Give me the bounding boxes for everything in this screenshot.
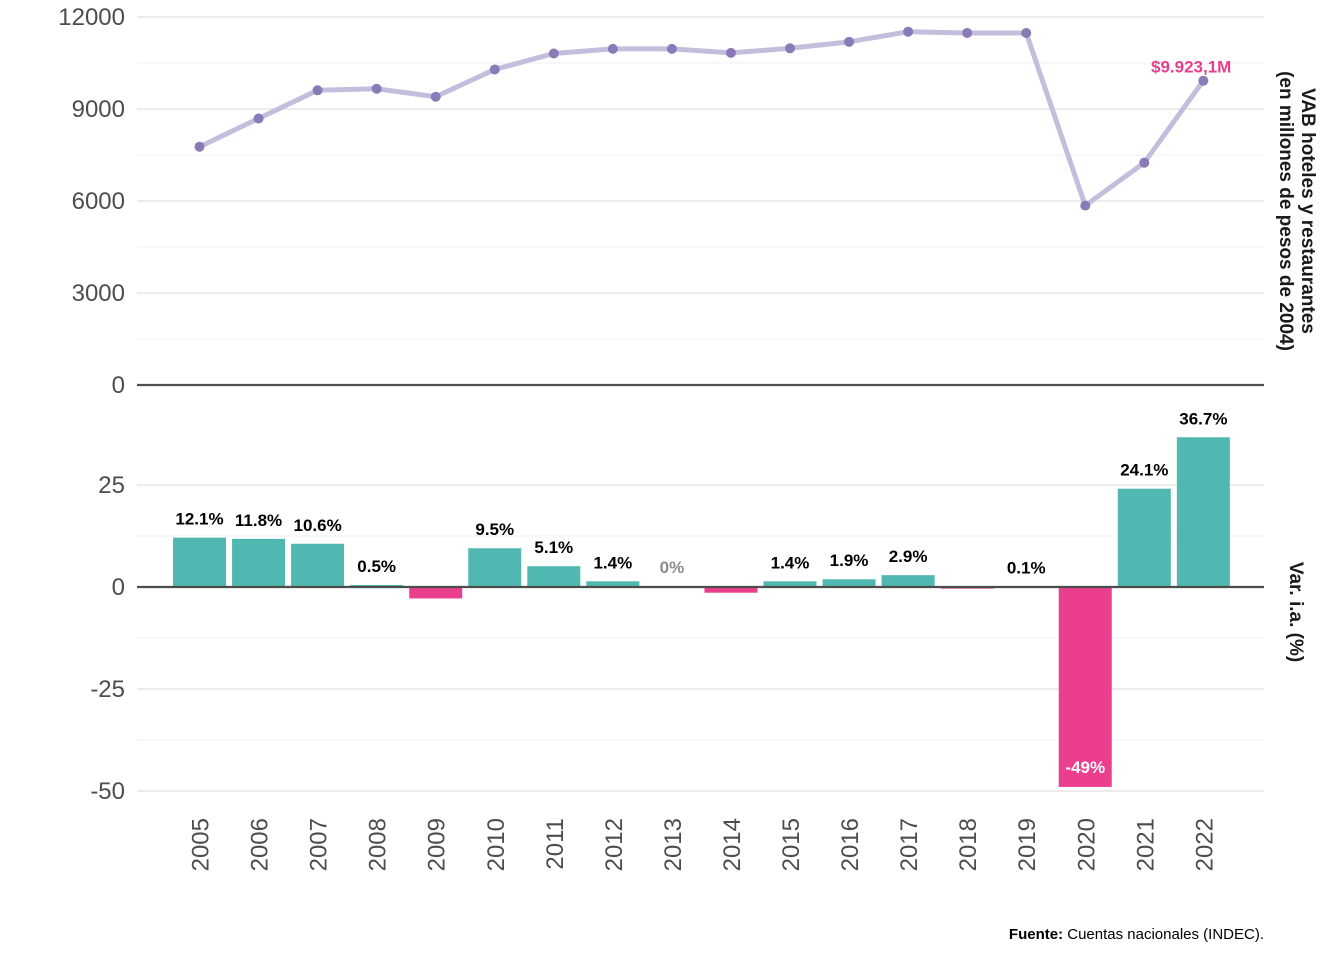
bar-label-2021: 24.1% [1120, 461, 1168, 480]
top-axis-title-line1: VAB hoteles y restaurantes [1297, 88, 1318, 334]
x-tick-label-2013: 2013 [660, 818, 687, 871]
bottom-y-tick-label: 0 [112, 574, 125, 601]
bar-label-2020: -49% [1065, 758, 1105, 777]
x-tick-label-2008: 2008 [365, 818, 392, 871]
bar-label-2019: 0.1% [1007, 559, 1046, 578]
bar-2009 [409, 587, 463, 599]
bar-2017 [881, 575, 935, 587]
vab-point-2005 [194, 141, 205, 152]
top-y-tick-label: 9000 [72, 96, 125, 123]
bar-2011 [527, 566, 581, 587]
top-y-tick-label: 3000 [72, 280, 125, 307]
x-tick-label-2016: 2016 [837, 818, 864, 871]
vab-line [197, 29, 1206, 209]
top-y-tick-label: 0 [112, 372, 125, 399]
x-tick-label-2010: 2010 [483, 818, 510, 871]
top-y-tick-label: 12000 [58, 4, 125, 31]
bar-label-2008: 0.5% [357, 557, 396, 576]
vab-last-label: $9.923,1M [1151, 58, 1231, 77]
source-note: Fuente: Cuentas nacionales (INDEC). [1009, 926, 1264, 943]
x-tick-label-2007: 2007 [306, 818, 333, 871]
bars-layer [173, 437, 1230, 787]
bottom-y-tick-label: 25 [98, 472, 125, 499]
x-tick-label-2009: 2009 [424, 818, 451, 871]
line-layer [194, 26, 1209, 211]
x-tick-label-2006: 2006 [247, 818, 274, 871]
bar-label-2005: 12.1% [175, 510, 223, 529]
grid-layer [137, 16, 1264, 792]
bar-2005 [173, 537, 226, 587]
labels-layer: 12.1% 11.8% 10.6% 0.5% 9.5% 5.1% 1.4% 0% 1.4% 1.9… [175, 58, 1231, 777]
vab-point-2009 [430, 91, 441, 102]
source-label: Fuente: [1008, 926, 1064, 943]
bar-label-2013: 0% [660, 558, 685, 577]
bar-2016 [822, 579, 876, 587]
vab-point-2018 [962, 27, 973, 38]
bar-label-2007: 10.6% [293, 516, 341, 535]
top-y-tick-label: 6000 [72, 188, 125, 215]
bar-2014 [704, 587, 758, 593]
bar-2010 [468, 548, 522, 587]
bar-label-2015: 1.4% [771, 553, 810, 572]
bar-2015 [763, 581, 817, 587]
vab-point-2008 [371, 83, 382, 94]
bar-2007 [291, 543, 345, 587]
vab-point-2014 [725, 47, 736, 58]
bar-label-2017: 2.9% [889, 547, 928, 566]
vab-point-2006 [253, 113, 264, 124]
vab-point-2022 [1198, 75, 1209, 86]
axes-layer: 0 3000 6000 9000 12000 -50 -25 0 25 2005 2006 2007 2… [58, 4, 1318, 871]
vab-point-2007 [312, 85, 323, 96]
x-tick-label-2011: 2011 [542, 818, 569, 870]
vab-point-2017 [903, 26, 914, 37]
x-tick-label-2022: 2022 [1191, 818, 1218, 871]
bar-2022 [1176, 437, 1230, 587]
x-tick-label-2021: 2021 [1132, 818, 1159, 871]
x-tick-label-2012: 2012 [601, 818, 628, 871]
x-tick-label-2014: 2014 [719, 818, 746, 871]
x-tick-label-2020: 2020 [1073, 818, 1100, 871]
bar-2021 [1117, 488, 1171, 587]
vab-point-2012 [607, 43, 618, 54]
bar-2012 [586, 581, 640, 587]
x-tick-label-2017: 2017 [896, 818, 923, 871]
bar-2020 [1058, 587, 1112, 787]
vab-point-2015 [785, 43, 795, 54]
vab-point-2013 [666, 43, 677, 54]
bar-label-2016: 1.9% [830, 551, 869, 570]
source-text: Cuentas nacionales (INDEC). [1063, 926, 1264, 943]
vab-point-2010 [489, 64, 500, 75]
bar-2006 [232, 538, 286, 587]
vab-point-2011 [548, 48, 559, 59]
vab-point-2016 [844, 36, 855, 47]
x-tick-label-2015: 2015 [778, 818, 805, 871]
bar-label-2010: 9.5% [475, 520, 514, 539]
top-axis-title-line2: (en millones de pesos de 2004) [1275, 71, 1296, 351]
x-tick-label-2018: 2018 [955, 818, 982, 871]
vab-point-2019 [1021, 27, 1032, 38]
bar-label-2022: 36.7% [1179, 409, 1227, 428]
bottom-y-tick-label: -25 [90, 676, 125, 703]
bottom-axis-title: Var. i.a. (%) [1285, 562, 1306, 662]
x-tick-label-2005: 2005 [188, 818, 215, 871]
x-tick-label-2019: 2019 [1014, 818, 1041, 871]
bottom-y-tick-label: -50 [90, 778, 125, 805]
bar-label-2011: 5.1% [534, 538, 573, 557]
vab-point-2021 [1139, 157, 1150, 168]
bar-label-2012: 1.4% [593, 553, 632, 572]
vab-point-2020 [1080, 200, 1091, 211]
bar-label-2006: 11.8% [235, 511, 282, 530]
